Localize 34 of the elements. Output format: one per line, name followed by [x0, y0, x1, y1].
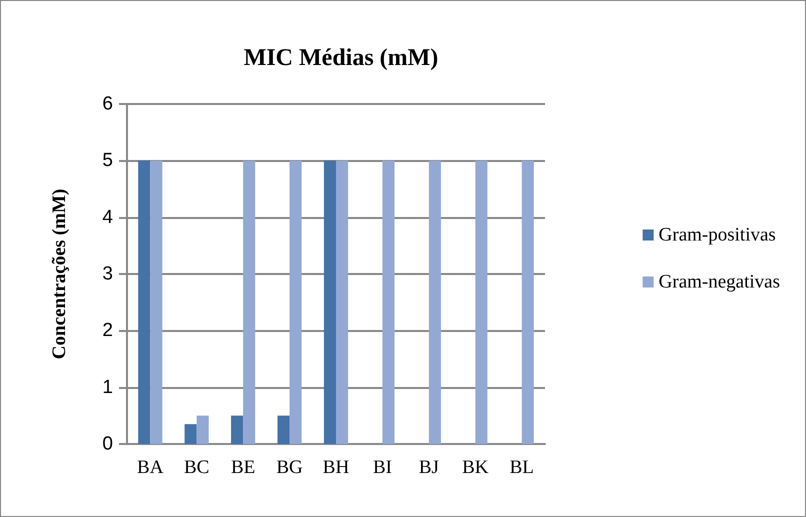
x-tick-label: BG: [276, 457, 304, 478]
y-tick-label: 2: [102, 320, 113, 342]
x-tick-label: BJ: [418, 457, 439, 478]
bar: [336, 160, 348, 444]
bar: [428, 160, 441, 444]
x-tick-label: BI: [372, 457, 392, 478]
y-axis-title: Concentrações (mM): [49, 188, 70, 360]
y-tick-label: 1: [102, 376, 113, 398]
y-tick-label: 5: [102, 150, 113, 172]
x-tick-label: BE: [230, 457, 256, 478]
bar: [290, 160, 302, 444]
y-tick-label: 4: [102, 206, 114, 228]
bar: [196, 416, 209, 444]
x-tick-label: BK: [462, 457, 489, 478]
bar: [231, 416, 244, 444]
legend-label: Gram-positivas: [658, 224, 776, 246]
bar: [138, 160, 150, 444]
bar: [324, 160, 336, 444]
y-tick-label: 6: [102, 94, 113, 114]
bar: [382, 160, 395, 444]
bar: [243, 160, 256, 444]
bar: [277, 416, 290, 444]
x-tick-label: BC: [184, 457, 210, 478]
y-tick-label: 0: [102, 434, 113, 454]
x-tick-label: BA: [137, 457, 164, 478]
chart-title: MIC Médias (mM): [244, 45, 438, 71]
bar: [522, 160, 534, 444]
bar: [184, 424, 197, 444]
bar: [475, 160, 488, 444]
legend-label: Gram-negativas: [658, 272, 780, 292]
bar: [150, 160, 162, 444]
x-tick-label: BL: [510, 457, 534, 478]
y-tick-label: 3: [102, 264, 113, 284]
x-tick-label: BH: [322, 457, 350, 478]
